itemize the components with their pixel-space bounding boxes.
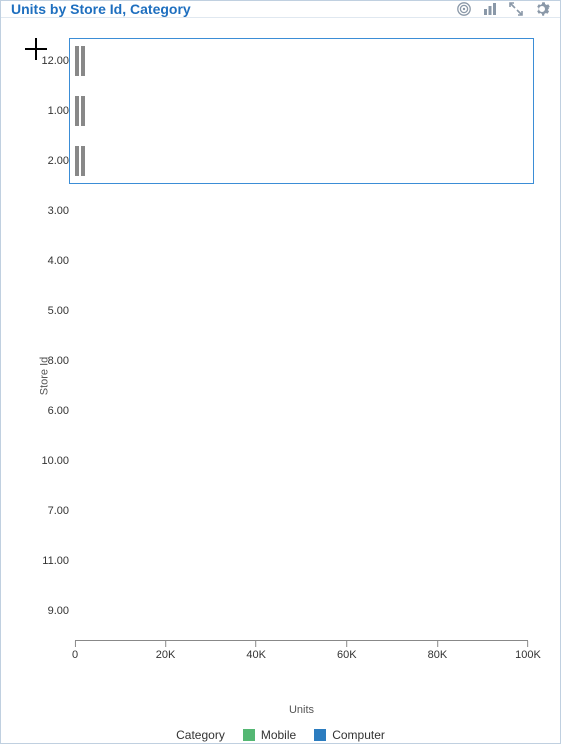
bar-stack <box>75 46 85 76</box>
legend-title: Category <box>176 728 225 742</box>
category-label: 1.00 <box>27 105 69 117</box>
category-label: 3.00 <box>27 205 69 217</box>
x-tick-label: 100K <box>515 649 541 661</box>
bar-row[interactable]: 10.00 <box>75 436 528 486</box>
bar-segment-computer[interactable] <box>75 96 79 126</box>
bar-row[interactable]: 9.00 <box>75 586 528 636</box>
crosshair-cursor-icon <box>25 38 47 60</box>
bar-series-container: 12.001.002.003.004.005.008.006.0010.007.… <box>75 36 528 636</box>
x-tick: 100K <box>515 641 541 661</box>
category-label: 11.00 <box>27 555 69 567</box>
bar-segment-mobile[interactable] <box>81 146 85 176</box>
legend: Category Mobile Computer <box>1 716 560 756</box>
bar-segment-computer[interactable] <box>75 46 79 76</box>
legend-swatch <box>314 729 326 741</box>
x-tick: 80K <box>428 641 448 661</box>
x-tick-label: 20K <box>156 649 176 661</box>
category-label: 7.00 <box>27 505 69 517</box>
bar-row[interactable]: 8.00 <box>75 336 528 386</box>
bar-row[interactable]: 2.00 <box>75 136 528 186</box>
category-label: 10.00 <box>27 455 69 467</box>
category-label: 5.00 <box>27 305 69 317</box>
x-tick: 0 <box>72 641 78 661</box>
x-tick-label: 80K <box>428 649 448 661</box>
bar-row[interactable]: 5.00 <box>75 286 528 336</box>
category-label: 2.00 <box>27 155 69 167</box>
bar-segment-computer[interactable] <box>75 146 79 176</box>
x-tick: 20K <box>156 641 176 661</box>
bar-row[interactable]: 7.00 <box>75 486 528 536</box>
bar-row[interactable]: 4.00 <box>75 236 528 286</box>
legend-label: Computer <box>332 728 385 742</box>
category-label: 6.00 <box>27 405 69 417</box>
widget-toolbar <box>456 1 550 17</box>
x-tick: 60K <box>337 641 357 661</box>
chart-body: Store Id 12.001.002.003.004.005.008.006.… <box>1 18 560 716</box>
target-icon[interactable] <box>456 1 472 17</box>
expand-icon[interactable] <box>508 1 524 17</box>
bar-row[interactable]: 6.00 <box>75 386 528 436</box>
bar-stack <box>75 146 85 176</box>
bar-row[interactable]: 1.00 <box>75 86 528 136</box>
gear-icon[interactable] <box>534 1 550 17</box>
bar-stack <box>75 96 85 126</box>
bar-row[interactable]: 12.00 <box>75 36 528 86</box>
legend-label: Mobile <box>261 728 296 742</box>
widget-title: Units by Store Id, Category <box>11 1 456 17</box>
plot-area: Store Id 12.001.002.003.004.005.008.006.… <box>75 36 528 716</box>
x-tick: 40K <box>246 641 266 661</box>
x-tick-label: 40K <box>246 649 266 661</box>
category-label: 4.00 <box>27 255 69 267</box>
x-tick-label: 60K <box>337 649 357 661</box>
legend-item[interactable]: Mobile <box>243 728 296 742</box>
bar-segment-mobile[interactable] <box>81 96 85 126</box>
legend-item[interactable]: Computer <box>314 728 385 742</box>
bar-chart-icon[interactable] <box>482 1 498 17</box>
legend-swatch <box>243 729 255 741</box>
bar-row[interactable]: 3.00 <box>75 186 528 236</box>
category-label: 8.00 <box>27 355 69 367</box>
chart-widget: Units by Store Id, Category <box>0 0 561 744</box>
bar-segment-mobile[interactable] <box>81 46 85 76</box>
bar-row[interactable]: 11.00 <box>75 536 528 586</box>
x-tick-label: 0 <box>72 649 78 661</box>
category-label: 9.00 <box>27 605 69 617</box>
x-axis: 020K40K60K80K100K <box>75 640 528 680</box>
x-axis-label: Units <box>75 704 528 716</box>
widget-header: Units by Store Id, Category <box>1 1 560 18</box>
